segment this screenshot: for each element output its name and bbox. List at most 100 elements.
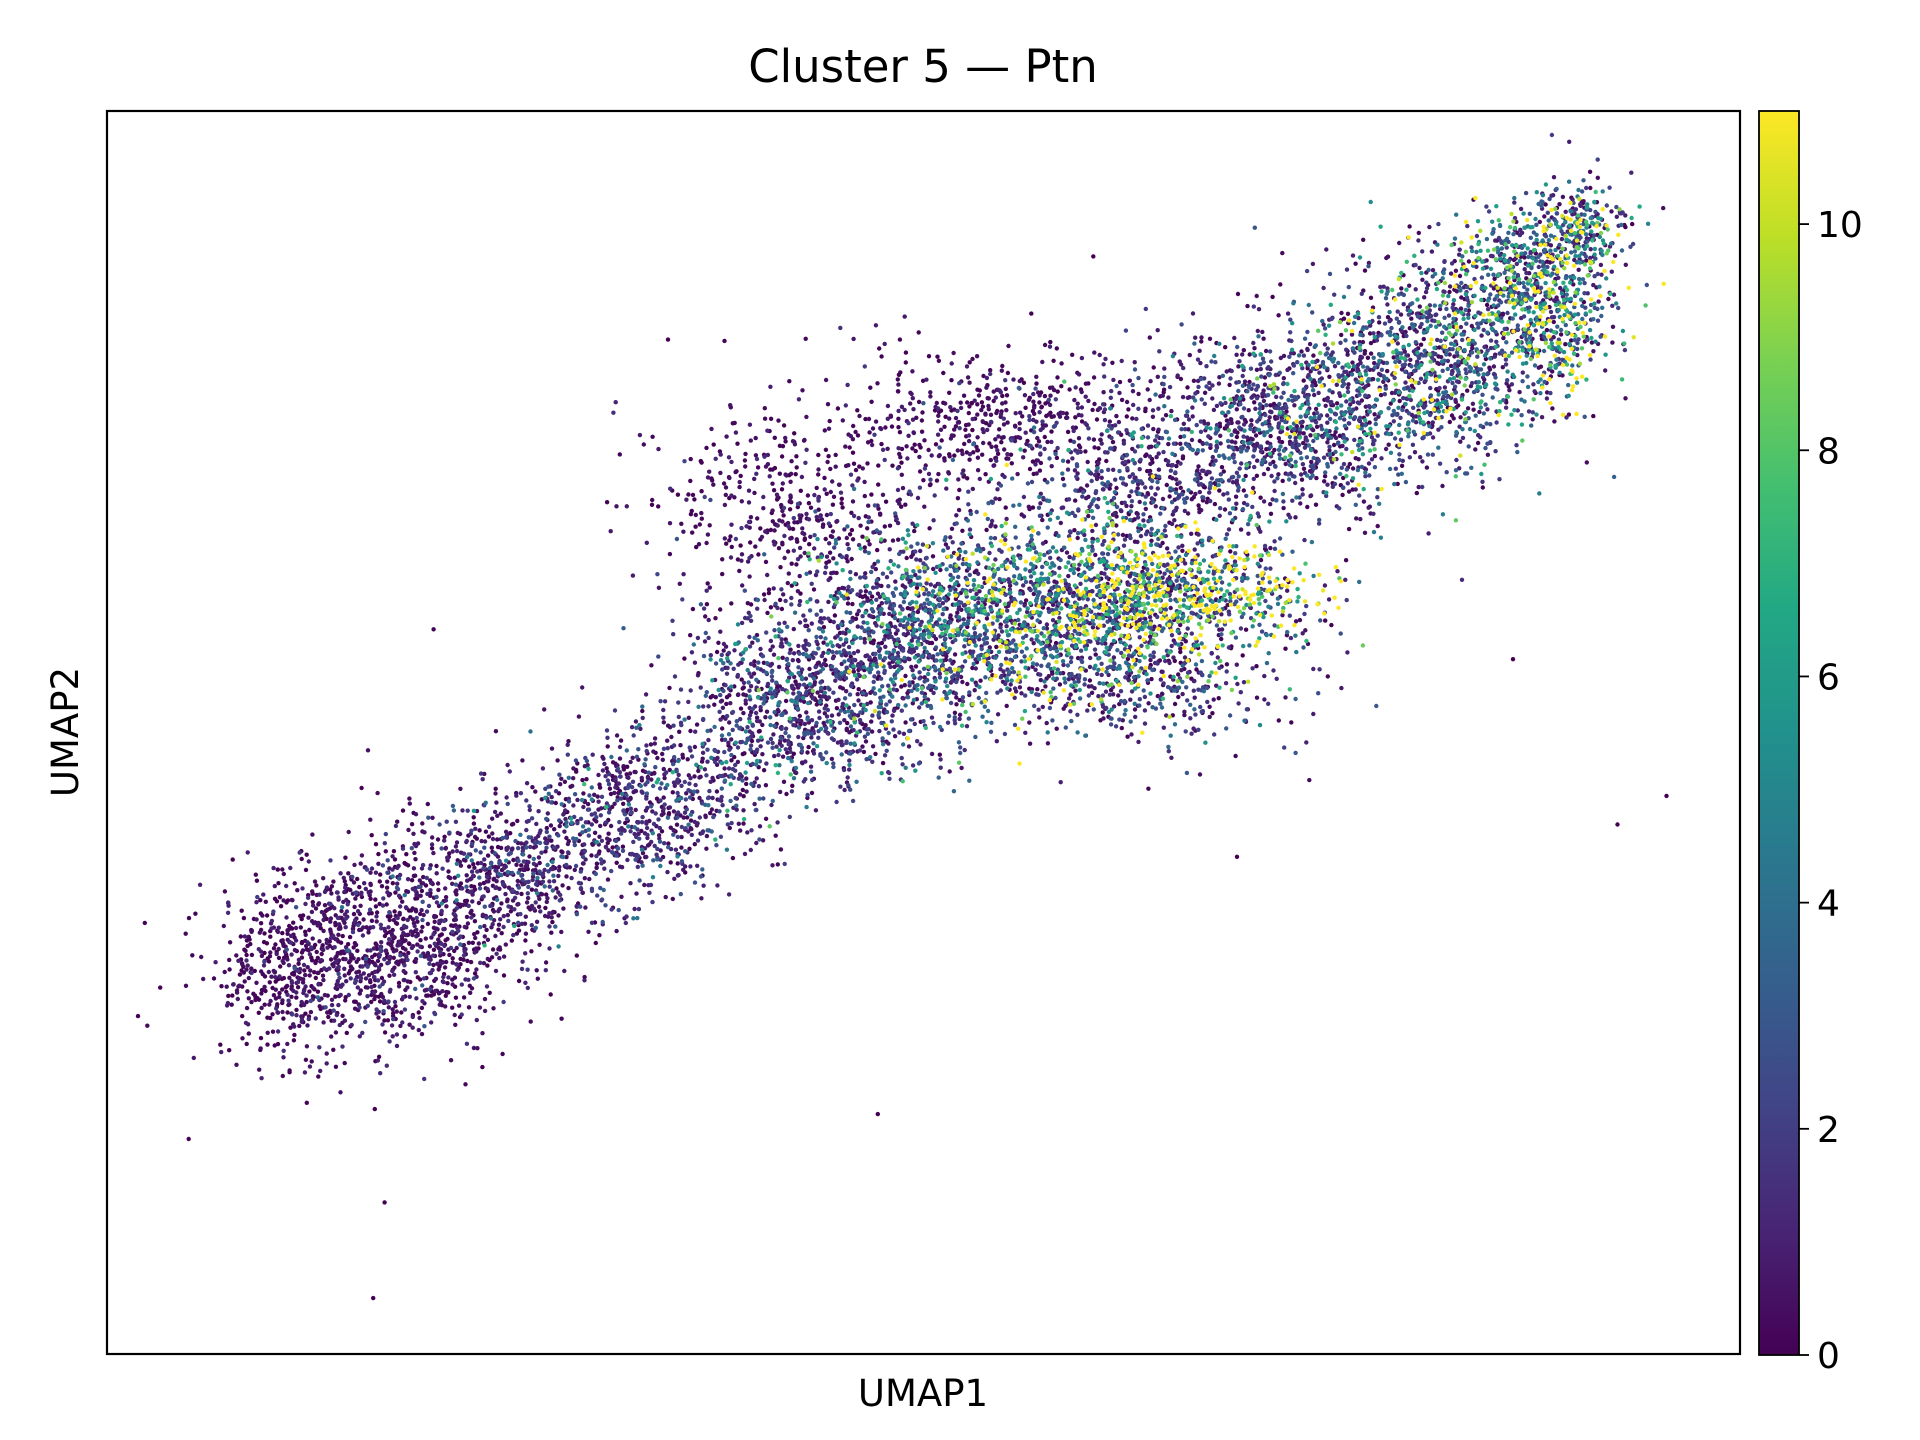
scatter-point <box>966 410 971 416</box>
scatter-point <box>336 951 341 956</box>
scatter-point <box>1356 457 1361 462</box>
scatter-point <box>1252 346 1257 351</box>
scatter-point <box>1465 406 1471 411</box>
scatter-point <box>407 1022 412 1027</box>
scatter-point <box>191 1055 196 1061</box>
scatter-point <box>1262 673 1267 679</box>
scatter-point <box>783 472 788 477</box>
scatter-point <box>606 831 611 836</box>
scatter-point <box>505 762 510 768</box>
scatter-point <box>1339 685 1344 691</box>
scatter-point <box>614 504 619 509</box>
scatter-point <box>394 1009 399 1014</box>
scatter-point <box>454 840 460 845</box>
scatter-point <box>443 993 448 998</box>
scatter-point <box>249 928 254 933</box>
scatter-point <box>390 927 395 933</box>
scatter-point <box>410 906 415 911</box>
scatter-point <box>316 901 322 906</box>
scatter-point <box>777 443 783 448</box>
scatter-point <box>319 958 324 963</box>
scatter-point <box>408 929 414 934</box>
scatter-point <box>1040 517 1045 523</box>
scatter-point <box>435 837 441 842</box>
scatter-point <box>415 919 420 924</box>
scatter-point <box>993 496 998 501</box>
scatter-point <box>704 846 709 851</box>
scatter-point <box>305 965 310 970</box>
scatter-point <box>494 800 499 805</box>
scatter-point <box>1049 429 1054 434</box>
scatter-point <box>714 649 720 655</box>
scatter-point <box>314 883 319 888</box>
scatter-point <box>948 535 953 540</box>
scatter-point <box>754 776 759 781</box>
scatter-point <box>878 512 883 517</box>
scatter-point <box>333 1064 339 1070</box>
scatter-point <box>464 898 470 903</box>
scatter-point <box>315 970 320 976</box>
scatter-point <box>649 663 654 668</box>
scatter-point <box>1207 336 1213 341</box>
scatter-point <box>954 702 959 707</box>
scatter-point <box>341 949 346 954</box>
scatter-point <box>273 975 278 980</box>
scatter-point <box>286 1002 291 1008</box>
scatter-point <box>443 895 449 900</box>
scatter-point <box>959 448 964 453</box>
scatter-point <box>975 468 981 473</box>
scatter-point <box>1032 411 1037 416</box>
scatter-point <box>724 813 730 818</box>
scatter-point <box>1079 405 1085 410</box>
scatter-point <box>827 418 832 424</box>
scatter-point <box>485 963 490 968</box>
scatter-point <box>711 482 716 487</box>
scatter-point <box>1470 401 1476 406</box>
scatter-point <box>595 794 600 799</box>
scatter-point <box>436 887 441 893</box>
scatter-point <box>310 903 316 908</box>
scatter-point <box>849 527 855 533</box>
scatter-point <box>690 492 696 498</box>
scatter-point <box>288 1025 293 1030</box>
scatter-point <box>1584 460 1590 465</box>
scatter-point <box>855 612 860 617</box>
scatter-point <box>865 526 870 531</box>
scatter-point <box>948 615 953 620</box>
scatter-point <box>670 790 675 795</box>
scatter-point <box>313 960 318 966</box>
scatter-point <box>273 942 278 947</box>
scatter-point <box>1339 310 1344 316</box>
scatter-point <box>262 1002 267 1007</box>
scatter-point <box>373 897 378 902</box>
scatter-point <box>450 956 455 961</box>
scatter-point <box>939 438 944 443</box>
scatter-point <box>770 863 775 868</box>
scatter-point <box>373 994 378 999</box>
scatter-point <box>249 999 254 1005</box>
scatter-point <box>1172 518 1177 523</box>
scatter-point <box>1340 492 1345 498</box>
scatter-point <box>1193 335 1198 340</box>
scatter-point <box>744 781 749 787</box>
scatter-point <box>453 1022 458 1027</box>
scatter-point <box>1420 277 1425 282</box>
scatter-point <box>1119 725 1125 731</box>
scatter-point <box>1322 583 1328 588</box>
scatter-point <box>263 899 268 904</box>
scatter-point <box>792 431 797 436</box>
scatter-point <box>490 947 496 952</box>
scatter-point <box>316 1074 321 1079</box>
scatter-point <box>1050 385 1055 390</box>
scatter-point <box>549 746 555 751</box>
scatter-point <box>1026 504 1032 509</box>
scatter-point <box>1325 420 1330 425</box>
scatter-point <box>781 592 786 597</box>
scatter-point <box>1283 646 1288 651</box>
scatter-point <box>930 554 936 559</box>
scatter-point <box>828 489 833 495</box>
scatter-point <box>983 472 988 477</box>
scatter-point <box>1114 485 1119 491</box>
scatter-point <box>727 475 732 481</box>
scatter-point <box>899 684 904 689</box>
